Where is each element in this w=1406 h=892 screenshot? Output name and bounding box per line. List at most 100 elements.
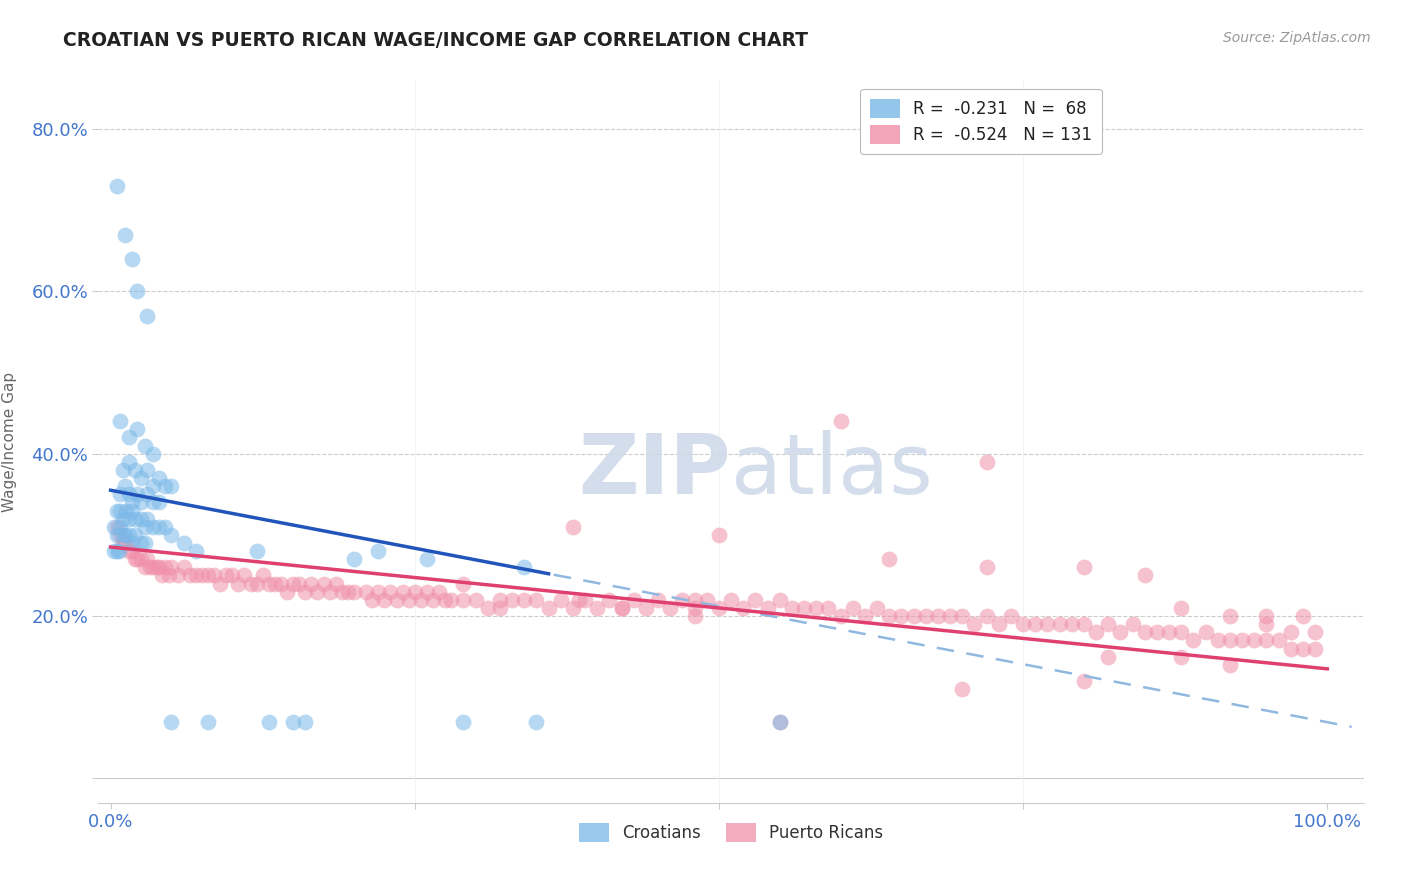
Point (288, 576, 311, 591)
Point (110, 414, 132, 428)
Point (976, 455, 998, 469)
Point (233, 568, 256, 582)
Point (173, 536, 195, 550)
Point (1073, 617, 1095, 632)
Point (103, 544, 125, 558)
Point (890, 609, 912, 624)
Point (354, 584, 377, 599)
Point (1230, 633, 1253, 648)
Point (501, 592, 523, 607)
Point (276, 584, 298, 599)
Point (197, 714, 219, 729)
Point (683, 609, 706, 624)
Point (769, 592, 792, 607)
Point (1279, 641, 1302, 656)
Point (146, 560, 169, 574)
Point (127, 422, 149, 436)
Point (129, 511, 152, 525)
Point (228, 576, 250, 591)
Point (330, 584, 353, 599)
Point (744, 592, 766, 607)
Point (155, 479, 177, 493)
Point (367, 544, 389, 558)
Point (114, 479, 136, 493)
Point (1267, 633, 1289, 648)
Point (307, 584, 329, 599)
Point (111, 536, 134, 550)
Point (866, 601, 889, 615)
Point (142, 479, 165, 493)
Point (489, 601, 512, 615)
Point (877, 609, 900, 624)
Point (416, 584, 439, 599)
Point (136, 511, 159, 525)
Point (136, 552, 159, 566)
Point (257, 576, 280, 591)
Point (683, 592, 706, 607)
Point (312, 576, 335, 591)
Point (513, 560, 536, 574)
Point (136, 487, 159, 501)
Point (138, 560, 160, 574)
Point (1170, 601, 1192, 615)
Point (598, 592, 620, 607)
Point (150, 568, 173, 582)
Point (1256, 633, 1278, 648)
Point (1097, 649, 1119, 664)
Point (1109, 625, 1132, 640)
Point (513, 592, 536, 607)
Point (453, 576, 475, 591)
Point (191, 568, 214, 582)
Point (318, 584, 340, 599)
Point (148, 520, 170, 534)
Point (325, 576, 347, 591)
Point (134, 439, 156, 453)
Point (263, 576, 285, 591)
Point (440, 592, 463, 607)
Point (179, 568, 201, 582)
Point (134, 520, 156, 534)
Point (111, 528, 134, 542)
Point (1292, 641, 1315, 656)
Point (404, 584, 426, 599)
Point (422, 592, 444, 607)
Point (610, 601, 633, 615)
Point (842, 601, 865, 615)
Point (634, 601, 657, 615)
Point (118, 544, 141, 558)
Point (489, 592, 512, 607)
Point (105, 520, 128, 534)
Point (114, 227, 136, 242)
Point (561, 601, 585, 615)
Point (1146, 625, 1168, 640)
Point (1133, 568, 1156, 582)
Point (215, 568, 238, 582)
Legend: Croatians, Puerto Ricans: Croatians, Puerto Ricans (572, 816, 890, 848)
Point (129, 471, 152, 485)
Point (105, 528, 128, 542)
Point (121, 544, 143, 558)
Point (294, 584, 316, 599)
Point (124, 552, 146, 566)
Point (526, 714, 548, 729)
Point (647, 592, 669, 607)
Point (136, 463, 159, 477)
Point (160, 714, 183, 729)
Point (129, 536, 152, 550)
Point (1256, 609, 1278, 624)
Point (1060, 617, 1083, 632)
Point (270, 576, 292, 591)
Point (155, 520, 177, 534)
Point (257, 714, 280, 729)
Point (391, 584, 413, 599)
Point (252, 568, 274, 582)
Point (121, 536, 143, 550)
Point (1036, 617, 1059, 632)
Point (197, 568, 219, 582)
Point (963, 617, 986, 632)
Point (1159, 625, 1181, 640)
Point (127, 487, 149, 501)
Point (124, 511, 146, 525)
Point (707, 528, 730, 542)
Point (671, 592, 693, 607)
